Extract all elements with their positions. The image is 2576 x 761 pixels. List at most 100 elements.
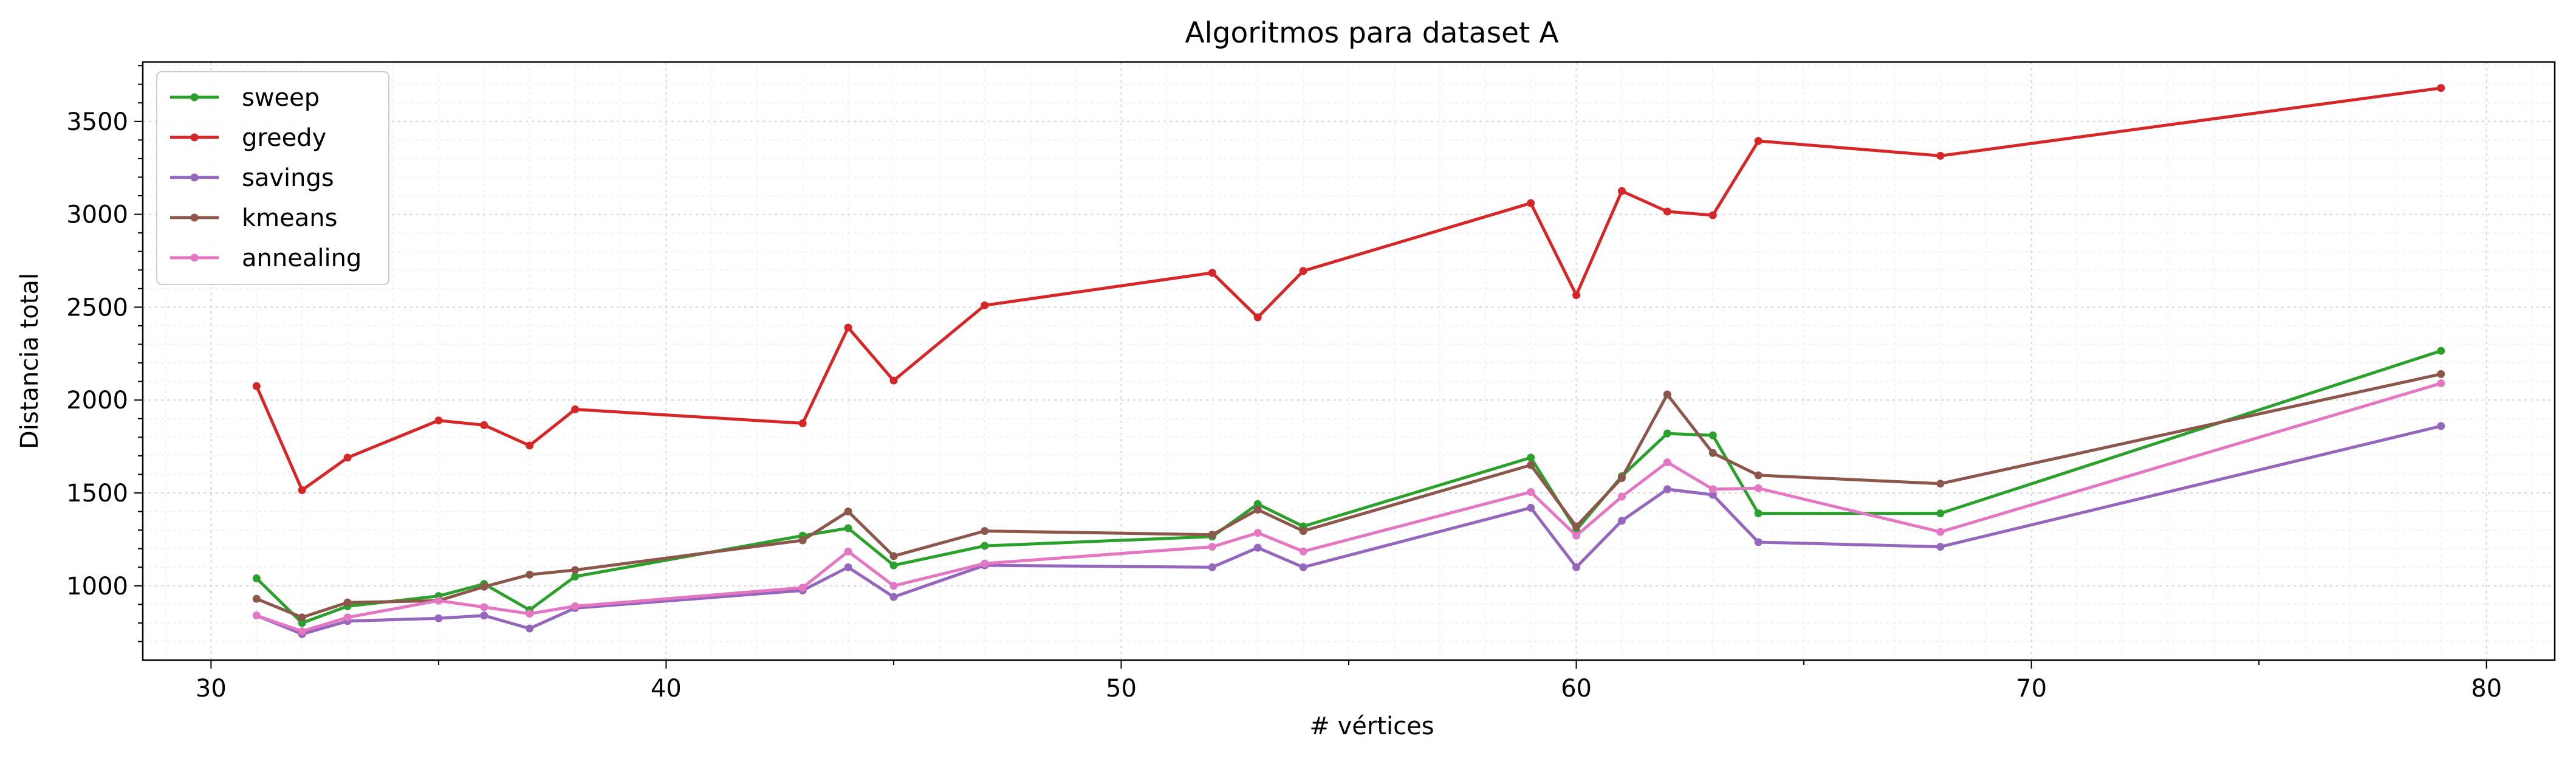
data-point xyxy=(2437,422,2445,430)
data-point xyxy=(1708,431,1717,439)
series-annealing xyxy=(252,379,2445,636)
x-tick-label: 80 xyxy=(2471,675,2502,703)
data-point xyxy=(1527,199,1535,207)
data-point xyxy=(434,614,443,622)
legend-item-savings: savings xyxy=(170,164,334,192)
data-point xyxy=(298,613,306,622)
data-point xyxy=(1617,492,1626,501)
data-point xyxy=(2437,379,2445,388)
data-point xyxy=(981,559,989,568)
data-point xyxy=(889,582,898,590)
data-point xyxy=(798,419,807,427)
data-point xyxy=(1208,531,1216,539)
data-point xyxy=(889,376,898,385)
x-tick-label: 60 xyxy=(1561,675,1592,703)
legend-label: kmeans xyxy=(242,204,337,232)
data-point xyxy=(1527,503,1535,512)
x-tick-label: 40 xyxy=(651,675,682,703)
data-point xyxy=(1299,563,1307,571)
legend-marker xyxy=(190,173,199,182)
data-point xyxy=(480,603,488,611)
legend-label: greedy xyxy=(242,124,326,152)
data-point xyxy=(1253,505,1262,514)
data-point xyxy=(1663,429,1671,438)
chart-title: Algoritmos para dataset A xyxy=(1185,16,1558,50)
data-point xyxy=(798,536,807,545)
data-point xyxy=(844,547,852,556)
data-point xyxy=(434,416,443,425)
data-point xyxy=(1663,207,1671,216)
data-point xyxy=(298,619,306,627)
series-line-greedy xyxy=(255,86,2442,492)
data-point xyxy=(1936,151,1945,160)
data-point xyxy=(1617,187,1626,195)
y-tick-label: 2500 xyxy=(66,294,128,322)
legend-item-sweep: sweep xyxy=(170,84,320,112)
x-axis-label: # vértices xyxy=(1309,712,1434,740)
data-point xyxy=(1936,509,1945,518)
data-point xyxy=(1754,538,1762,546)
data-point xyxy=(252,611,261,620)
x-tick-label: 30 xyxy=(196,675,227,703)
data-point xyxy=(1527,453,1535,462)
data-point xyxy=(889,561,898,570)
data-point xyxy=(1208,269,1216,277)
data-point xyxy=(889,552,898,560)
data-point xyxy=(1617,517,1626,525)
series-kmeans xyxy=(252,370,2445,622)
data-point xyxy=(1253,529,1262,537)
data-point xyxy=(526,610,534,618)
series-layer xyxy=(252,84,2445,638)
data-point xyxy=(571,405,580,413)
data-point xyxy=(252,574,261,583)
data-point xyxy=(1936,480,1945,488)
series-line-annealing xyxy=(256,382,2442,633)
data-point xyxy=(480,582,488,591)
legend-marker xyxy=(190,213,199,222)
data-point xyxy=(889,593,898,601)
legend: sweep greedy savings kmeans annealing xyxy=(156,71,389,285)
data-point xyxy=(1253,500,1262,508)
y-tick-label: 2000 xyxy=(66,387,128,415)
data-point xyxy=(1754,137,1762,145)
legend-marker xyxy=(190,133,199,142)
data-point xyxy=(798,584,807,592)
data-point xyxy=(571,566,580,574)
legend-item-kmeans: kmeans xyxy=(170,204,337,232)
legend-marker xyxy=(190,93,199,102)
data-point xyxy=(1572,522,1581,531)
data-point xyxy=(343,453,352,462)
legend-label: annealing xyxy=(242,244,361,272)
series-greedy xyxy=(252,84,2445,494)
data-point xyxy=(1617,474,1626,483)
data-point xyxy=(2437,84,2445,92)
data-point xyxy=(981,542,989,550)
series-line-savings xyxy=(256,424,2442,636)
legend-item-annealing: annealing xyxy=(170,244,361,272)
data-point xyxy=(844,563,852,571)
data-point xyxy=(981,301,989,309)
data-point xyxy=(1527,487,1535,496)
data-point xyxy=(844,524,852,532)
data-point xyxy=(298,627,306,636)
data-point xyxy=(526,441,534,450)
y-axis-label: Distancia total xyxy=(16,273,44,449)
data-point xyxy=(844,323,852,332)
data-point xyxy=(1299,527,1307,535)
data-point xyxy=(1936,543,1945,551)
series-line-kmeans xyxy=(256,372,2442,619)
data-point xyxy=(1572,563,1581,571)
data-point xyxy=(1708,485,1717,494)
data-point xyxy=(1253,543,1262,552)
series-line-sweep xyxy=(255,349,2442,625)
data-point xyxy=(571,602,580,610)
data-point xyxy=(1253,313,1262,322)
data-point xyxy=(1663,390,1671,399)
data-point xyxy=(526,624,534,633)
legend-label: sweep xyxy=(242,84,320,112)
data-point xyxy=(571,572,580,580)
data-point xyxy=(1208,543,1216,551)
x-tick-label: 70 xyxy=(2016,675,2047,703)
data-point xyxy=(1754,509,1762,518)
